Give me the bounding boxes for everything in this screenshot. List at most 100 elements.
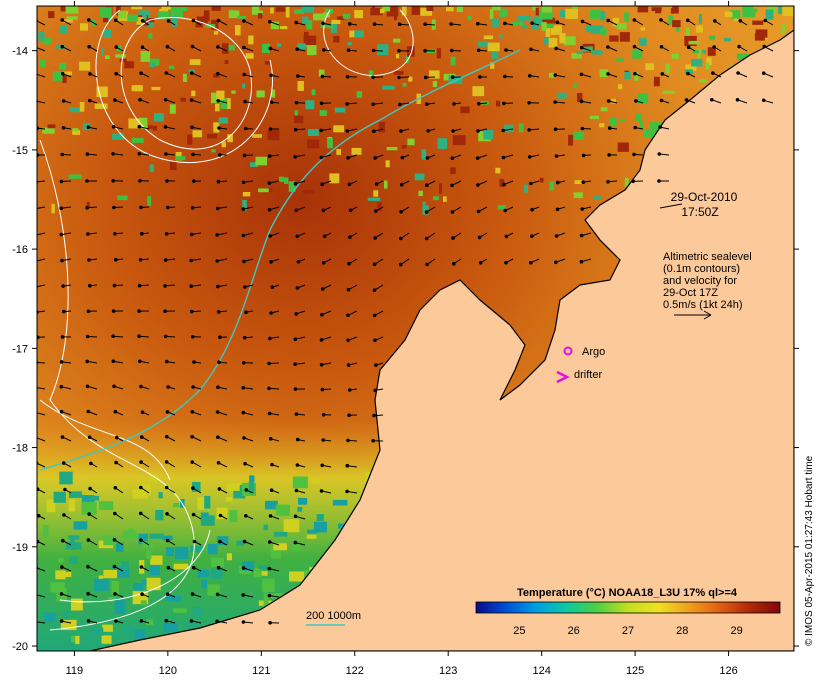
velocity-arrowhead — [140, 592, 144, 597]
sst-patch — [702, 49, 706, 54]
velocity-arrowhead — [165, 434, 169, 439]
velocity-arrowhead — [111, 152, 115, 156]
velocity-arrowhead — [475, 156, 480, 160]
sst-patch — [224, 60, 229, 64]
velocity-arrowhead — [241, 410, 246, 415]
velocity-arrowhead — [138, 97, 142, 102]
velocity-arrowhead — [216, 461, 221, 465]
lat-tick-label: -20 — [12, 641, 28, 653]
velocity-arrowhead — [165, 44, 170, 49]
sst-patch — [393, 71, 404, 75]
drifter-label: drifter — [574, 369, 602, 381]
sst-patch — [645, 63, 655, 71]
sst-patch — [709, 35, 715, 41]
velocity-arrowhead — [190, 71, 194, 75]
velocity-arrowhead — [139, 460, 143, 464]
lon-tick-label: 122 — [346, 665, 364, 677]
lat-tick-label: -15 — [12, 145, 28, 157]
sst-patch — [576, 51, 583, 55]
velocity-arrowhead — [191, 152, 195, 157]
velocity-arrowhead — [321, 438, 326, 442]
sst-patch — [632, 49, 643, 59]
sst-patch — [541, 22, 547, 31]
sst-patch — [491, 51, 499, 59]
sst-patch — [491, 6, 501, 11]
sst-patch — [213, 73, 220, 78]
velocity-arrowhead — [166, 565, 171, 570]
velocity-arrowhead — [452, 102, 456, 106]
velocity-arrowhead — [86, 232, 90, 236]
sst-patch — [380, 8, 385, 14]
sst-patch — [270, 546, 281, 559]
sst-patch — [165, 595, 181, 602]
lon-tick-label: 124 — [532, 665, 550, 677]
velocity-arrowhead — [320, 74, 325, 79]
velocity-arrowhead — [86, 409, 91, 414]
sst-patch — [245, 53, 254, 59]
velocity-arrowhead — [346, 438, 350, 443]
sst-patch — [320, 23, 333, 29]
velocity-arrowhead — [293, 182, 298, 186]
velocity-arrowhead — [215, 259, 220, 263]
velocity-arrowhead — [217, 126, 221, 130]
sst-patch — [573, 83, 577, 89]
velocity-arrowhead — [267, 154, 272, 158]
sst-patch — [255, 156, 267, 166]
sst-patch — [210, 568, 223, 579]
velocity-arrowhead — [190, 206, 195, 210]
velocity-arrowhead — [319, 338, 324, 342]
velocity-arrowhead — [504, 234, 509, 239]
velocity-arrowhead — [476, 183, 480, 187]
velocity-arrowhead — [527, 101, 531, 105]
velocity-arrowhead — [216, 18, 221, 23]
velocity-arrowhead — [371, 102, 376, 107]
sst-patch — [382, 85, 395, 90]
velocity-arrowhead — [88, 486, 92, 491]
velocity-arrowhead — [191, 512, 196, 517]
velocity-arrowhead — [634, 99, 638, 103]
sst-patch — [73, 521, 88, 530]
colorbar-tick-label: 28 — [676, 625, 688, 637]
velocity-arrowhead — [267, 181, 272, 185]
sst-patch — [318, 69, 325, 77]
sst-patch — [88, 629, 95, 641]
sst-patch — [405, 55, 409, 64]
sst-patch — [414, 173, 425, 181]
velocity-arrowhead — [163, 334, 168, 339]
sst-patch — [532, 6, 536, 11]
sst-patch — [279, 176, 284, 182]
sst-patch — [69, 556, 77, 564]
sst-patch — [319, 110, 327, 116]
velocity-arrowhead — [319, 155, 324, 160]
land-mass — [89, 6, 794, 651]
sst-patch — [285, 6, 290, 18]
velocity-arrowhead — [88, 72, 92, 76]
sst-patch — [356, 91, 363, 98]
sst-patch — [94, 103, 108, 109]
velocity-arrowhead — [63, 487, 67, 492]
sst-patch — [638, 38, 647, 46]
velocity-arrowhead — [191, 385, 195, 389]
sst-patch — [450, 56, 456, 66]
velocity-arrowhead — [424, 236, 429, 241]
sst-patch — [408, 76, 413, 82]
velocity-arrowhead — [241, 233, 246, 238]
sst-patch — [297, 81, 304, 91]
sst-patch — [609, 117, 617, 127]
velocity-arrowhead — [371, 48, 376, 53]
sst-patch — [351, 147, 362, 155]
velocity-arrowhead — [242, 539, 247, 544]
sst-patch — [411, 6, 421, 15]
velocity-arrowhead — [294, 488, 299, 493]
sst-patch — [142, 13, 147, 21]
velocity-arrowhead — [137, 283, 142, 288]
sst-patch — [347, 42, 353, 46]
sst-patch — [204, 495, 211, 509]
sst-patch — [293, 540, 301, 551]
velocity-arrowhead — [295, 286, 300, 290]
sst-patch — [50, 582, 65, 593]
velocity-arrowhead — [243, 285, 247, 289]
lon-tick-label: 123 — [439, 665, 457, 677]
sst-patch — [216, 536, 229, 546]
sst-patch — [572, 6, 578, 11]
